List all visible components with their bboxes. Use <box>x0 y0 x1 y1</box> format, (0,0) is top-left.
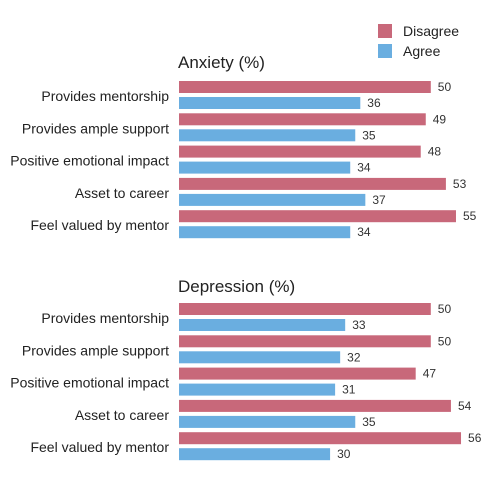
anxiety-value-label-agree-positive-emotional-impact: 34 <box>357 161 371 175</box>
anxiety-value-label-disagree-provides-mentorship: 50 <box>438 80 452 94</box>
depression-bar-disagree-provides-ample-support <box>179 335 431 348</box>
anxiety-bar-disagree-provides-mentorship <box>179 81 431 93</box>
depression-bar-agree-feel-valued-by-mentor <box>179 448 331 461</box>
depression-category-label-provides-mentorship: Provides mentorship <box>41 310 169 326</box>
legend-swatch-agree <box>378 44 392 58</box>
depression-value-label-agree-provides-mentorship: 33 <box>352 318 366 332</box>
anxiety-bar-agree-asset-to-career <box>179 193 366 206</box>
anxiety-value-label-agree-asset-to-career: 37 <box>372 193 386 207</box>
depression-value-label-agree-provides-ample-support: 32 <box>347 350 361 364</box>
depression-panel: Depression (%) Provides mentorship 50 33 Pr… <box>10 277 481 461</box>
anxiety-category-label-provides-ample-support: Provides ample support <box>22 120 169 136</box>
anxiety-value-label-agree-provides-mentorship: 36 <box>367 96 381 110</box>
anxiety-bar-disagree-positive-emotional-impact <box>179 145 421 158</box>
anxiety-value-label-disagree-positive-emotional-impact: 48 <box>428 145 442 159</box>
legend-swatch-disagree <box>378 24 392 38</box>
anxiety-category-label-feel-valued-by-mentor: Feel valued by mentor <box>30 217 169 233</box>
anxiety-category-label-positive-emotional-impact: Positive emotional impact <box>10 153 169 169</box>
anxiety-category-label-asset-to-career: Asset to career <box>75 185 169 201</box>
depression-value-label-agree-asset-to-career: 35 <box>362 415 376 429</box>
depression-bar-agree-asset-to-career <box>179 415 356 428</box>
chart-legend: Disagree Agree <box>378 23 459 59</box>
depression-category-label-positive-emotional-impact: Positive emotional impact <box>10 375 169 391</box>
anxiety-category-label-provides-mentorship: Provides mentorship <box>41 88 169 104</box>
depression-bar-agree-positive-emotional-impact <box>179 383 336 396</box>
depression-value-label-disagree-positive-emotional-impact: 47 <box>423 367 437 381</box>
depression-bar-disagree-feel-valued-by-mentor <box>179 432 462 445</box>
depression-category-label-asset-to-career: Asset to career <box>75 407 169 423</box>
legend-label-disagree: Disagree <box>403 23 459 39</box>
anxiety-bar-agree-feel-valued-by-mentor <box>179 226 351 239</box>
depression-panel-title: Depression (%) <box>178 277 295 296</box>
depression-bar-agree-provides-mentorship <box>179 319 346 331</box>
depression-value-label-disagree-provides-ample-support: 50 <box>438 334 452 348</box>
anxiety-value-label-disagree-feel-valued-by-mentor: 55 <box>463 209 477 223</box>
depression-value-label-disagree-feel-valued-by-mentor: 56 <box>468 431 482 445</box>
anxiety-value-label-disagree-asset-to-career: 53 <box>453 177 467 191</box>
legend-label-agree: Agree <box>403 43 441 59</box>
depression-category-label-feel-valued-by-mentor: Feel valued by mentor <box>30 439 169 455</box>
depression-bar-agree-provides-ample-support <box>179 351 341 364</box>
anxiety-bar-agree-positive-emotional-impact <box>179 161 351 174</box>
anxiety-bar-disagree-feel-valued-by-mentor <box>179 210 456 223</box>
depression-bar-disagree-positive-emotional-impact <box>179 367 416 380</box>
anxiety-panel: Anxiety (%) Provides mentorship 50 36 Provi… <box>10 53 476 239</box>
anxiety-value-label-agree-feel-valued-by-mentor: 34 <box>357 225 371 239</box>
anxiety-value-label-disagree-provides-ample-support: 49 <box>433 112 447 126</box>
depression-bar-disagree-provides-mentorship <box>179 303 431 315</box>
anxiety-bar-disagree-provides-ample-support <box>179 113 426 126</box>
anxiety-bar-disagree-asset-to-career <box>179 177 446 190</box>
anxiety-bar-agree-provides-mentorship <box>179 97 361 109</box>
anxiety-value-label-agree-provides-ample-support: 35 <box>362 128 376 142</box>
anxiety-bar-agree-provides-ample-support <box>179 129 356 142</box>
depression-value-label-agree-feel-valued-by-mentor: 30 <box>337 447 351 461</box>
depression-value-label-disagree-asset-to-career: 54 <box>458 399 472 413</box>
depression-value-label-disagree-provides-mentorship: 50 <box>438 302 452 316</box>
anxiety-panel-title: Anxiety (%) <box>178 53 265 72</box>
depression-category-label-provides-ample-support: Provides ample support <box>22 342 169 358</box>
depression-value-label-agree-positive-emotional-impact: 31 <box>342 383 356 397</box>
depression-bar-disagree-asset-to-career <box>179 399 451 412</box>
